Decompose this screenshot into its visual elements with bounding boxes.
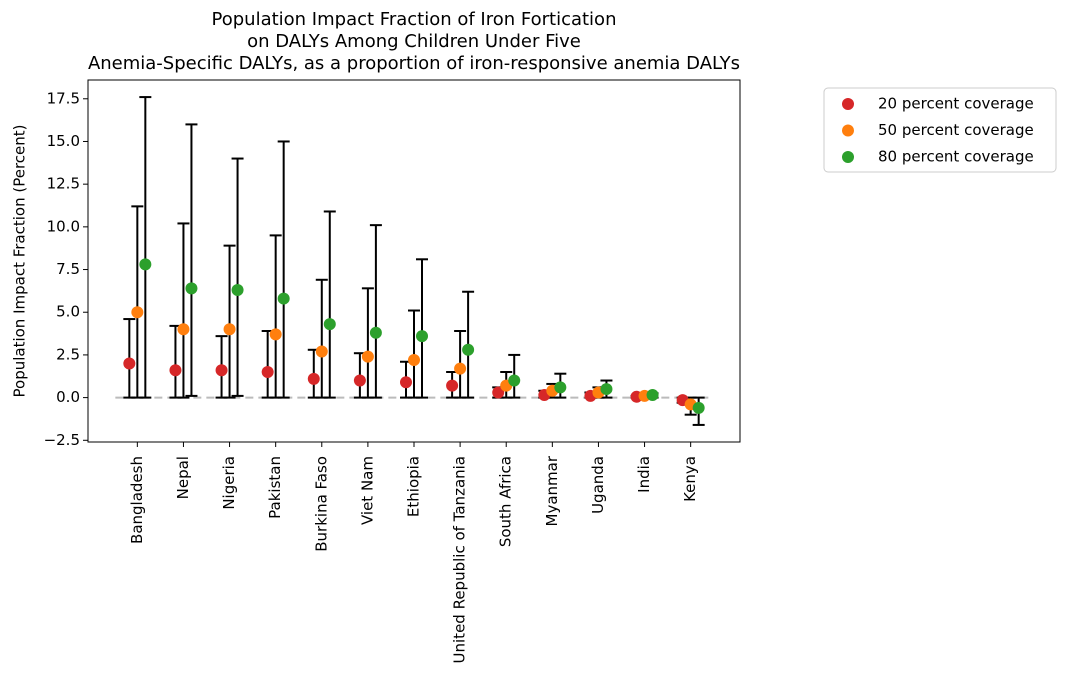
x-tick-label: Nepal: [174, 456, 192, 499]
point: [446, 379, 459, 392]
point: [131, 306, 144, 319]
y-tick-label: 10.0: [47, 217, 80, 235]
y-tick-label: 7.5: [56, 260, 80, 278]
y-tick-label: 0.0: [56, 388, 80, 406]
x-tick-label: South Africa: [497, 456, 515, 547]
point: [185, 282, 198, 295]
x-tick-label: Uganda: [589, 456, 607, 514]
x-tick-label: Nigeria: [220, 456, 238, 510]
x-tick-label: Myanmar: [543, 455, 561, 526]
point: [169, 364, 182, 377]
chart-title: Population Impact Fraction of Iron Forti…: [212, 9, 617, 30]
y-tick-label: 5.0: [56, 303, 80, 321]
point: [269, 328, 282, 341]
plot-frame: [87, 79, 741, 443]
x-tick-label: United Republic of Tanzania: [451, 456, 469, 663]
point: [462, 343, 475, 356]
x-tick-label: Ethiopia: [405, 456, 423, 517]
point: [353, 374, 366, 387]
point: [369, 326, 382, 339]
point: [261, 365, 274, 378]
y-tick-label: 12.5: [47, 175, 80, 193]
legend-marker: [842, 98, 854, 110]
point: [600, 383, 613, 396]
x-tick-label: Pakistan: [266, 456, 284, 519]
y-tick-label: 2.5: [56, 345, 80, 363]
legend-marker: [842, 124, 854, 137]
point: [400, 376, 412, 389]
point: [408, 354, 420, 367]
point: [123, 357, 136, 370]
x-tick-label: Viet Nam: [358, 456, 376, 525]
point: [139, 258, 152, 271]
legend-label: 80 percent coverage: [878, 148, 1034, 166]
point: [223, 323, 236, 336]
point: [692, 401, 705, 414]
legend-label: 20 percent coverage: [878, 95, 1034, 113]
point: [323, 318, 336, 331]
x-tick-label: Burkina Faso: [312, 456, 330, 552]
legend-box: [823, 87, 1057, 173]
point: [177, 323, 190, 336]
point: [508, 374, 521, 387]
y-axis-label: Population Impact Fraction (Percent): [11, 124, 29, 397]
point: [215, 364, 228, 377]
point: [307, 372, 320, 385]
point: [454, 362, 467, 375]
x-tick-label: India: [635, 456, 653, 493]
point: [231, 284, 244, 297]
chart-title: on DALYs Among Children Under Five: [247, 31, 581, 52]
point: [492, 386, 505, 399]
chart-title: Anemia-Specific DALYs, as a proportion o…: [88, 53, 740, 74]
x-tick-label: Bangladesh: [128, 456, 146, 544]
point: [277, 292, 290, 305]
point: [361, 350, 374, 363]
y-tick-label: 15.0: [47, 132, 80, 150]
legend-marker: [842, 151, 854, 163]
point: [554, 381, 567, 394]
point: [416, 330, 428, 343]
x-tick-label: Kenya: [681, 456, 699, 502]
legend-label: 50 percent coverage: [878, 121, 1034, 139]
y-tick-label: −2.5: [44, 431, 80, 449]
point: [315, 345, 328, 358]
y-tick-label: 17.5: [47, 89, 80, 107]
point: [646, 389, 659, 402]
